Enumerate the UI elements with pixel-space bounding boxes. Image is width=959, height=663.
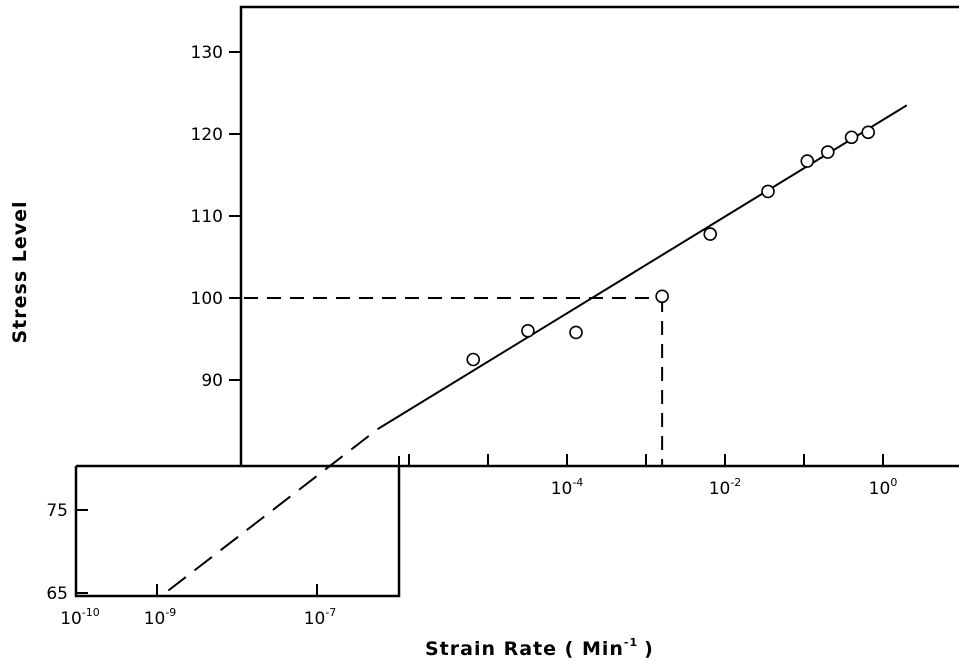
x-tick-label-base: 10 [551,479,573,499]
y-tick-label: 120 [191,125,223,145]
y-tick-label: 65 [46,584,68,604]
y-axis-ticks-inset: 75 65 [46,501,88,604]
x-tick-label-base: 10 [60,609,82,629]
data-point [655,289,669,304]
data-point [466,352,481,367]
y-tick-label: 110 [191,207,223,227]
x-tick-label-exponent: -10 [82,606,100,619]
x-tick-label-base: 10 [709,479,731,499]
fit-line [377,104,908,431]
x-axis-ticks-main: 10-4 10-2 100 [398,454,898,499]
x-axis-title-close: ) [644,638,654,660]
x-tick-label: 100 [869,476,898,499]
data-point [800,154,815,168]
x-axis-title-main: Strain Rate ( Min [425,638,624,660]
x-axis-title: Strain Rate ( Min-1) [425,636,654,660]
y-tick-label: 75 [46,501,68,521]
data-points [466,125,876,367]
x-tick-label-base: 10 [304,609,326,629]
x-tick-label: 10-7 [304,606,337,629]
x-tick-label: 10-4 [551,476,584,499]
fit-lines [167,104,908,592]
x-axis-ticks-inset: 10-10 10-9 10-7 [60,584,336,629]
x-tick-label-base: 10 [144,609,166,629]
data-point [844,130,859,145]
x-tick-label-base: 10 [869,479,891,499]
x-tick-label: 10-10 [60,606,100,629]
x-tick-label-exponent: -2 [730,476,741,489]
x-tick-label-exponent: -9 [165,606,176,619]
x-tick-label: 10-2 [709,476,742,499]
y-axis-ticks-main: 130 120 110 100 90 [191,43,241,391]
x-tick-label-exponent: -4 [572,476,583,489]
data-point [820,145,835,159]
data-point [761,184,775,199]
y-tick-label: 130 [191,43,223,63]
y-tick-label: 90 [201,371,223,391]
x-axis-title-superscript: -1 [624,636,638,649]
data-point [861,125,876,140]
main-panel-frame [239,5,959,466]
fit-line-extrapolated [167,428,379,592]
y-axis-title: Stress Level [9,200,31,343]
x-tick-label: 10-9 [144,606,177,629]
x-tick-label-exponent: -7 [325,606,336,619]
x-tick-label-exponent: 0 [890,476,897,489]
y-tick-label: 100 [191,289,223,309]
inset-panel-frame [74,466,401,598]
data-point [521,323,535,338]
data-point [569,325,583,340]
data-point [703,227,718,241]
